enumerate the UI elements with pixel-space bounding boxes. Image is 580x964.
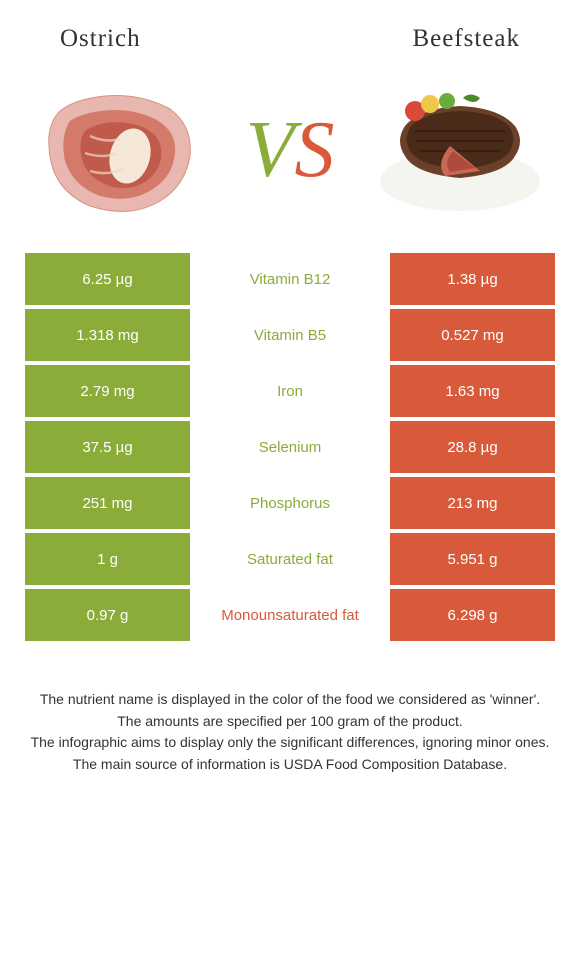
- comparison-row: 1 gSaturated fat5.951 g: [25, 533, 555, 585]
- comparison-row: 6.25 µgVitamin B121.38 µg: [25, 253, 555, 305]
- comparison-row: 2.79 mgIron1.63 mg: [25, 365, 555, 417]
- right-value-cell: 213 mg: [390, 477, 555, 529]
- nutrient-name-cell: Vitamin B12: [190, 253, 390, 305]
- footer-line-1: The nutrient name is displayed in the co…: [30, 690, 550, 710]
- footer-line-3: The infographic aims to display only the…: [30, 733, 550, 753]
- right-food-title: Beefsteak: [412, 25, 520, 53]
- comparison-row: 251 mgPhosphorus213 mg: [25, 477, 555, 529]
- ostrich-meat-icon: [35, 81, 205, 221]
- right-value-cell: 28.8 µg: [390, 421, 555, 473]
- right-value-cell: 1.38 µg: [390, 253, 555, 305]
- footer-line-2: The amounts are specified per 100 gram o…: [30, 712, 550, 732]
- comparison-table: 6.25 µgVitamin B121.38 µg1.318 mgVitamin…: [0, 253, 580, 641]
- nutrient-name-cell: Iron: [190, 365, 390, 417]
- vs-v-letter: V: [246, 106, 295, 194]
- vs-s-letter: S: [294, 106, 334, 194]
- nutrient-name-cell: Monounsaturated fat: [190, 589, 390, 641]
- nutrient-name-cell: Saturated fat: [190, 533, 390, 585]
- right-value-cell: 0.527 mg: [390, 309, 555, 361]
- right-value-cell: 5.951 g: [390, 533, 555, 585]
- left-value-cell: 1.318 mg: [25, 309, 190, 361]
- comparison-row: 1.318 mgVitamin B50.527 mg: [25, 309, 555, 361]
- left-food-image: [30, 78, 210, 223]
- comparison-row: 0.97 gMonounsaturated fat6.298 g: [25, 589, 555, 641]
- right-value-cell: 1.63 mg: [390, 365, 555, 417]
- beefsteak-icon: [375, 86, 545, 216]
- left-value-cell: 251 mg: [25, 477, 190, 529]
- left-value-cell: 6.25 µg: [25, 253, 190, 305]
- vs-label: VS: [246, 105, 335, 196]
- footer-text: The nutrient name is displayed in the co…: [0, 645, 580, 774]
- left-value-cell: 2.79 mg: [25, 365, 190, 417]
- footer-line-4: The main source of information is USDA F…: [30, 755, 550, 775]
- right-food-image: [370, 78, 550, 223]
- nutrient-name-cell: Phosphorus: [190, 477, 390, 529]
- images-row: VS: [0, 68, 580, 253]
- left-value-cell: 37.5 µg: [25, 421, 190, 473]
- nutrient-name-cell: Vitamin B5: [190, 309, 390, 361]
- comparison-row: 37.5 µgSelenium28.8 µg: [25, 421, 555, 473]
- left-food-title: Ostrich: [60, 25, 141, 53]
- nutrient-name-cell: Selenium: [190, 421, 390, 473]
- right-value-cell: 6.298 g: [390, 589, 555, 641]
- header-row: Ostrich Beefsteak: [0, 0, 580, 68]
- left-value-cell: 1 g: [25, 533, 190, 585]
- left-value-cell: 0.97 g: [25, 589, 190, 641]
